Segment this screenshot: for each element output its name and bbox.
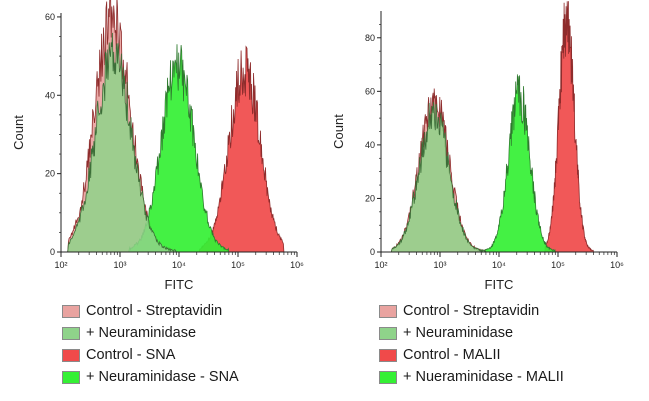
legend-swatch <box>379 326 397 340</box>
legend-item: + Neuraminidase <box>379 322 564 344</box>
legend-item: Control - MALII <box>379 344 564 366</box>
y-tick-label: 60 <box>365 86 375 96</box>
y-axis-title: Count <box>331 114 346 149</box>
legend-swatch <box>379 370 397 384</box>
x-tick-label: 10⁴ <box>172 260 186 270</box>
legend-right: Control - Streptavidin + Neuraminidase C… <box>379 300 564 388</box>
legend-item: + Nueraminidase - MALII <box>379 366 564 388</box>
y-tick-label: 80 <box>365 33 375 43</box>
legend-item: Control - SNA <box>62 344 239 366</box>
legend-label: + Neuraminidase - SNA <box>86 369 239 385</box>
legend-item: Control - Streptavidin <box>379 300 564 322</box>
legend-swatch <box>62 304 80 318</box>
y-tick-label: 20 <box>365 193 375 203</box>
legend-label: Control - MALII <box>403 347 501 363</box>
x-tick-label: 10⁵ <box>231 260 245 270</box>
x-tick-label: 10⁵ <box>551 260 565 270</box>
y-tick-label: 40 <box>365 140 375 150</box>
y-tick-label: 0 <box>370 247 375 257</box>
legend-swatch <box>379 348 397 362</box>
y-tick-label: 0 <box>50 247 55 257</box>
x-tick-label: 10⁶ <box>610 260 624 270</box>
chart-panel-0: 0 20 40 60 10² 10³ 10⁴ 10⁵ 10⁶ FITC Count <box>11 0 304 292</box>
x-tick-label: 10³ <box>433 260 446 270</box>
x-tick-label: 10³ <box>113 260 126 270</box>
x-tick-label: 10⁴ <box>492 260 506 270</box>
histogram-neuraminidase <box>67 32 177 253</box>
legend-label: + Neuraminidase <box>403 325 514 341</box>
histogram-neuraminidase <box>390 101 487 253</box>
legend-swatch <box>62 370 80 384</box>
x-tick-label: 10⁶ <box>290 260 304 270</box>
x-axis-title: FITC <box>485 277 514 292</box>
legend-label: + Nueraminidase - MALII <box>403 369 564 385</box>
legend-label: Control - Streptavidin <box>86 303 223 319</box>
legend-swatch <box>379 304 397 318</box>
histogram-nueraminidase-malii <box>480 74 556 253</box>
legend-label: Control - SNA <box>86 347 176 363</box>
legend-swatch <box>62 348 80 362</box>
histogram-control-malii <box>544 1 594 253</box>
histogram-control-sna <box>198 45 285 253</box>
legend-item: Control - Streptavidin <box>62 300 239 322</box>
y-tick-label: 60 <box>45 12 55 22</box>
legend-swatch <box>62 326 80 340</box>
x-tick-label: 10² <box>374 260 387 270</box>
legend-item: + Neuraminidase <box>62 322 239 344</box>
y-tick-label: 40 <box>45 90 55 100</box>
legend-label: Control - Streptavidin <box>403 303 540 319</box>
legend-item: + Neuraminidase - SNA <box>62 366 239 388</box>
x-tick-label: 10² <box>54 260 67 270</box>
chart-panel-1: 0 20 40 60 80 10² 10³ 10⁴ 10⁵ 10⁶ FITC Count <box>331 1 624 292</box>
legend-label: + Neuraminidase <box>86 325 197 341</box>
y-tick-label: 20 <box>45 169 55 179</box>
y-axis-title: Count <box>11 115 26 150</box>
x-axis-title: FITC <box>165 277 194 292</box>
legend-left: Control - Streptavidin + Neuraminidase C… <box>62 300 239 388</box>
